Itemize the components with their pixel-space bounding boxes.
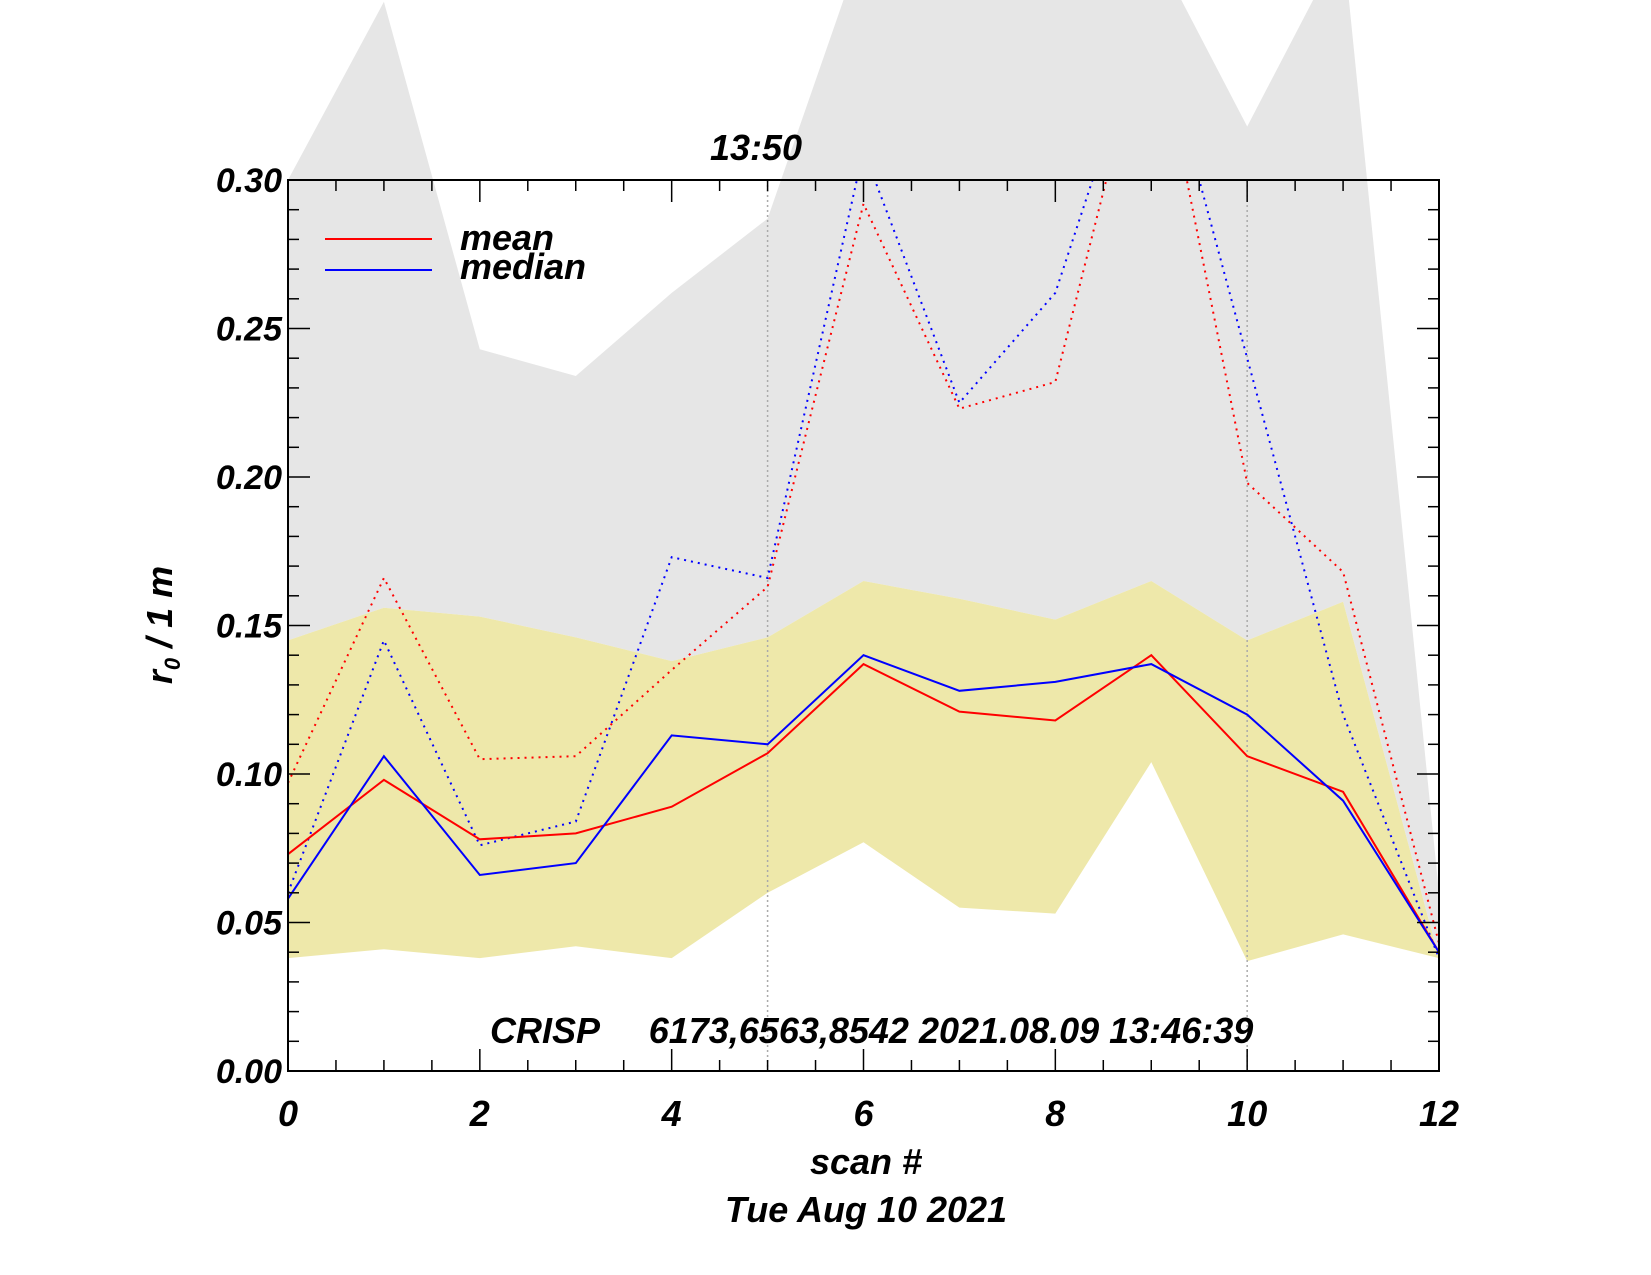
gray-range-band: [288, 0, 1439, 959]
series-line-median: [288, 654, 1439, 953]
instrument-annotation: CRISP 6173,6563,8542 2021.08.09 13:46:39: [490, 1010, 1253, 1051]
x-tick-label: 10: [1227, 1093, 1267, 1134]
y-axis-title: r0 / 1 m: [139, 566, 185, 684]
legend-label-median: median: [460, 246, 586, 287]
tick-marks: [287, 179, 1440, 1072]
y-axis-title-text: r0 / 1 m: [139, 566, 185, 684]
series-line-mean: [288, 653, 1439, 953]
date-label: Tue Aug 10 2021: [725, 1189, 1007, 1230]
yellow-range-band: [288, 581, 1439, 962]
y-tick-label: 0.00: [216, 1053, 282, 1091]
y-axis-title-main: r: [139, 668, 180, 684]
y-tick-label: 0.30: [216, 162, 282, 200]
x-tick-label: 2: [469, 1093, 490, 1134]
y-tick-label: 0.10: [216, 756, 282, 794]
x-tick-label: 8: [1045, 1093, 1065, 1134]
x-tick-label: 4: [661, 1093, 682, 1134]
x-tick-label: 0: [278, 1093, 298, 1134]
x-tick-labels: 0 2 4 6 8 10 12: [278, 1093, 1459, 1134]
time-markers: [766, 180, 1248, 1071]
legend: mean median: [325, 217, 586, 287]
y-tick-labels: 0.00 0.05 0.10 0.15 0.20 0.25 0.30: [216, 162, 283, 1091]
bands-layer: [288, 0, 1439, 962]
y-axis-title-sub: 0: [160, 657, 185, 670]
solid-series-layer: [288, 653, 1439, 953]
y-tick-label: 0.25: [216, 311, 283, 349]
x-tick-label: 6: [853, 1093, 874, 1134]
legend-label-mean: mean: [460, 217, 554, 258]
x-tick-label: 12: [1419, 1093, 1459, 1134]
y-tick-label: 0.20: [216, 459, 282, 497]
y-axis-title-rest: / 1 m: [139, 566, 180, 658]
y-tick-label: 0.05: [216, 905, 283, 943]
y-tick-label: 0.15: [216, 608, 283, 646]
time-marker-label: 13:50: [710, 127, 802, 168]
x-axis-title: scan #: [810, 1141, 922, 1182]
